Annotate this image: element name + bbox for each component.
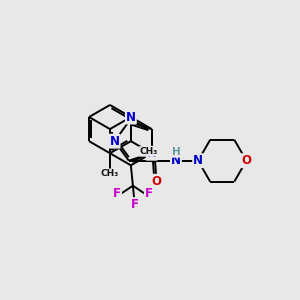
Text: O: O <box>151 175 161 188</box>
Text: CH₃: CH₃ <box>140 147 158 156</box>
Text: CH₃: CH₃ <box>101 169 119 178</box>
Text: O: O <box>242 154 251 167</box>
Text: F: F <box>145 188 153 200</box>
Text: N: N <box>171 154 181 167</box>
Text: N: N <box>126 110 136 124</box>
Text: N: N <box>147 147 157 160</box>
Text: H: H <box>172 147 180 157</box>
Text: F: F <box>113 188 121 200</box>
Text: N: N <box>193 154 203 167</box>
Text: N: N <box>110 135 120 148</box>
Text: F: F <box>130 198 138 211</box>
